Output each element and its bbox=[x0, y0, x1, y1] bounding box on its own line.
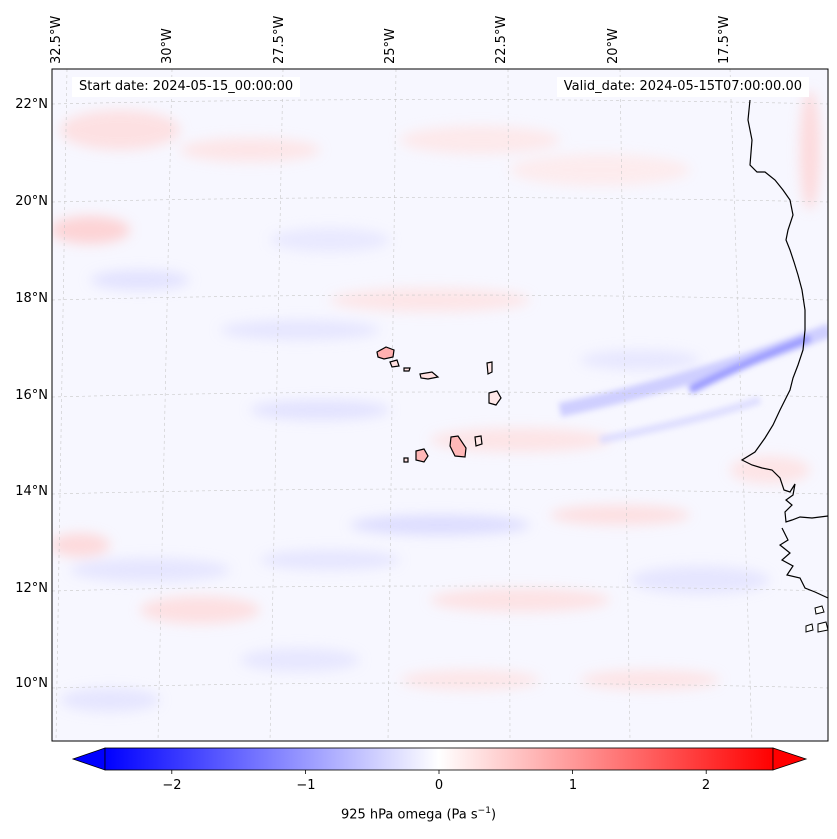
colorbar-body bbox=[104, 747, 774, 771]
island-maio bbox=[474, 435, 483, 447]
island-brava bbox=[403, 457, 409, 463]
colorbar-extend-high bbox=[772, 747, 808, 771]
island-sao-nicolau bbox=[419, 371, 440, 380]
valid-date-label: Valid_date: 2024-05-15T07:00:00.00 bbox=[556, 77, 809, 97]
map-panel bbox=[52, 69, 828, 741]
colorbar-tick-label: 2 bbox=[701, 778, 711, 793]
colorbar-label: 925 hPa omega (Pa s−1) bbox=[340, 806, 497, 823]
colorbar bbox=[71, 747, 808, 774]
lon-label-32-5w: 32.5°W bbox=[49, 15, 64, 64]
lon-label-25w: 25°W bbox=[383, 28, 398, 64]
lat-label-10n: 10°N bbox=[15, 676, 48, 691]
lat-label-18n: 18°N bbox=[15, 291, 48, 306]
lon-label-30w: 30°W bbox=[160, 28, 175, 64]
map-frame bbox=[51, 68, 829, 742]
graticule bbox=[52, 69, 828, 741]
lon-label-20w: 20°W bbox=[606, 28, 621, 64]
colorbar-tick-label: −2 bbox=[162, 778, 182, 793]
lat-label-20n: 20°N bbox=[15, 194, 48, 209]
colorbar-extend-low bbox=[71, 747, 106, 771]
lat-label-22n: 22°N bbox=[15, 97, 48, 112]
island-boa-vista bbox=[488, 390, 502, 406]
colorbar-tick-label: 0 bbox=[434, 778, 444, 793]
colorbar-tick-label: −1 bbox=[296, 778, 316, 793]
island-fogo bbox=[415, 448, 429, 463]
lon-label-22-5w: 22.5°W bbox=[494, 15, 509, 64]
island-sal bbox=[486, 361, 493, 375]
african-coastline bbox=[740, 99, 828, 523]
colorbar-tick-label: 1 bbox=[568, 778, 578, 793]
island-santo-antao bbox=[376, 346, 395, 360]
island-santa-luzia bbox=[403, 367, 411, 372]
lon-label-27-5w: 27.5°W bbox=[272, 15, 287, 64]
lon-label-17-5w: 17.5°W bbox=[717, 15, 732, 64]
omega-field bbox=[52, 90, 820, 712]
lat-label-14n: 14°N bbox=[15, 484, 48, 499]
lat-label-12n: 12°N bbox=[15, 581, 48, 596]
start-date-label: Start date: 2024-05-15_00:00:00 bbox=[72, 77, 301, 97]
guinea-bissau-coastline bbox=[778, 527, 828, 599]
lat-label-16n: 16°N bbox=[15, 388, 48, 403]
cape-verde-islands bbox=[376, 346, 502, 463]
map-background bbox=[52, 69, 828, 741]
island-santiago bbox=[449, 435, 467, 458]
colorbar-tick-marks bbox=[171, 770, 707, 774]
bijagos-islands bbox=[805, 605, 828, 633]
island-sao-vicente bbox=[389, 359, 400, 368]
